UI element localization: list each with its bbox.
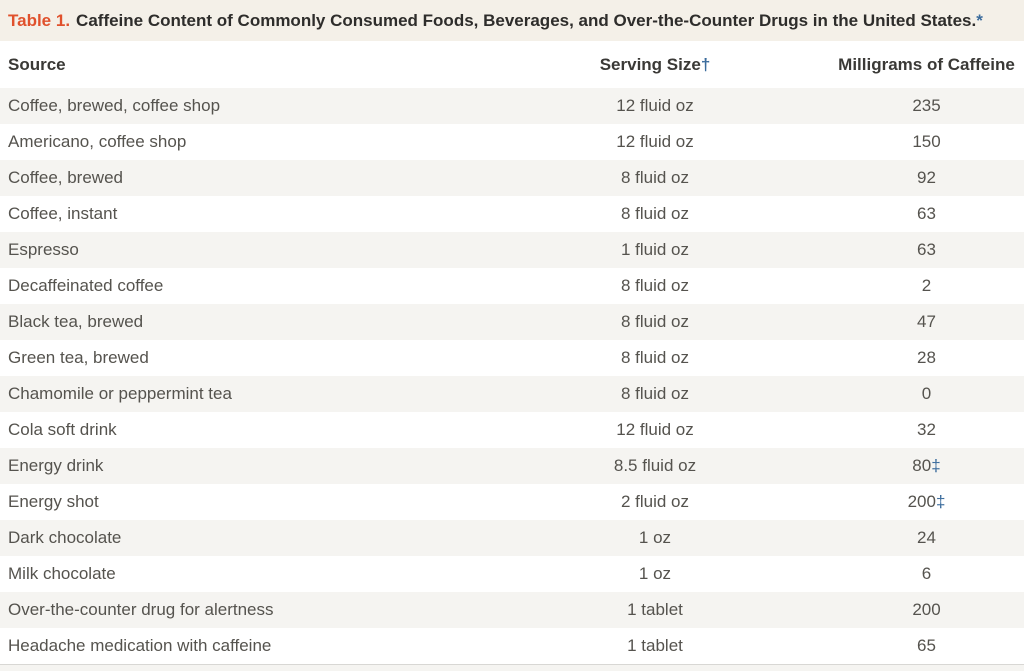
- footnote-double-dagger: ‡: [935, 492, 946, 511]
- table-row: Espresso 1 fluid oz 63: [0, 232, 1024, 268]
- milligrams-value: 0: [921, 384, 932, 403]
- milligrams-value: 150: [912, 132, 941, 151]
- milligrams-value: 80: [912, 456, 932, 475]
- table-row: Over-the-counter drug for alertness 1 tab…: [0, 592, 1024, 628]
- title-footnote-asterisk: *: [976, 10, 983, 30]
- milligrams-value: 24: [917, 528, 936, 547]
- source-cell: Milk chocolate: [8, 564, 116, 583]
- source-cell: Coffee, brewed: [8, 168, 123, 187]
- milligrams-cell: 200‡: [829, 492, 1024, 512]
- milligrams-value: 63: [917, 204, 936, 223]
- milligrams-cell: 92: [829, 168, 1024, 188]
- serving-size-cell: 8 fluid oz: [620, 384, 690, 403]
- table-row: Green tea, brewed 8 fluid oz 28: [0, 340, 1024, 376]
- milligrams-value: 6: [921, 564, 932, 583]
- milligrams-value: 28: [917, 348, 936, 367]
- column-header-milligrams: Milligrams of Caffeine: [838, 54, 1015, 74]
- milligrams-value: 235: [912, 96, 941, 115]
- serving-size-cell: 1 oz: [638, 528, 672, 547]
- serving-size-cell: 8 fluid oz: [620, 312, 690, 331]
- serving-size-cell: 1 oz: [638, 564, 672, 583]
- source-cell: Chamomile or peppermint tea: [8, 384, 232, 403]
- serving-size-cell: 8 fluid oz: [620, 348, 690, 367]
- source-cell: Green tea, brewed: [8, 348, 149, 367]
- table-header-row: Source Serving Size† Milligrams of Caffe…: [0, 41, 1024, 88]
- serving-size-cell: 8.5 fluid oz: [613, 456, 697, 475]
- source-cell: Coffee, brewed, coffee shop: [8, 96, 221, 115]
- milligrams-cell: 150: [829, 132, 1024, 152]
- table-title-text: Caffeine Content of Commonly Consumed Fo…: [76, 10, 977, 30]
- table-row: Coffee, brewed, coffee shop 12 fluid oz 23…: [0, 88, 1024, 124]
- serving-size-cell: 12 fluid oz: [616, 96, 694, 115]
- serving-size-cell: 1 tablet: [627, 600, 683, 619]
- milligrams-cell: 24: [829, 528, 1024, 548]
- milligrams-cell: 80‡: [829, 456, 1024, 476]
- source-cell: Espresso: [8, 240, 79, 259]
- source-cell: Decaffeinated coffee: [8, 276, 164, 295]
- table-row: Energy drink 8.5 fluid oz 80‡: [0, 448, 1024, 484]
- source-cell: Coffee, instant: [8, 204, 118, 223]
- milligrams-cell: 2: [829, 276, 1024, 296]
- serving-size-cell: 2 fluid oz: [620, 492, 690, 511]
- table-row: Chamomile or peppermint tea 8 fluid oz 0: [0, 376, 1024, 412]
- table-row: Coffee, instant 8 fluid oz 63: [0, 196, 1024, 232]
- source-cell: Black tea, brewed: [8, 312, 144, 331]
- table-row: Decaffeinated coffee 8 fluid oz 2: [0, 268, 1024, 304]
- milligrams-cell: 0: [829, 384, 1024, 404]
- serving-size-cell: 8 fluid oz: [620, 276, 690, 295]
- milligrams-cell: 6: [829, 564, 1024, 584]
- milligrams-value: 2: [921, 276, 932, 295]
- table-row: Black tea, brewed 8 fluid oz 47: [0, 304, 1024, 340]
- milligrams-cell: 47: [829, 312, 1024, 332]
- table-row: Dark chocolate 1 oz 24: [0, 520, 1024, 556]
- table-row: Headache medication with caffeine 1 table…: [0, 628, 1024, 664]
- milligrams-value: 63: [917, 240, 936, 259]
- serving-size-cell: 1 tablet: [627, 636, 683, 655]
- milligrams-cell: 63: [829, 240, 1024, 260]
- milligrams-value: 200: [907, 492, 936, 511]
- serving-size-cell: 12 fluid oz: [616, 420, 694, 439]
- milligrams-value: 65: [917, 636, 936, 655]
- milligrams-value: 200: [912, 600, 941, 619]
- serving-size-cell: 8 fluid oz: [620, 204, 690, 223]
- next-row-sliver: [0, 664, 1024, 671]
- table-body: Coffee, brewed, coffee shop 12 fluid oz 23…: [0, 88, 1024, 664]
- table-row: Americano, coffee shop 12 fluid oz 150: [0, 124, 1024, 160]
- source-cell: Headache medication with caffeine: [8, 636, 272, 655]
- table-row: Milk chocolate 1 oz 6: [0, 556, 1024, 592]
- footnote-double-dagger: ‡: [931, 456, 941, 475]
- milligrams-value: 47: [917, 312, 936, 331]
- milligrams-cell: 235: [829, 96, 1024, 116]
- table-row: Cola soft drink 12 fluid oz 32: [0, 412, 1024, 448]
- serving-size-cell: 12 fluid oz: [616, 132, 694, 151]
- serving-size-cell: 8 fluid oz: [620, 168, 690, 187]
- milligrams-cell: 28: [829, 348, 1024, 368]
- source-cell: Energy shot: [8, 492, 99, 511]
- source-cell: Cola soft drink: [8, 420, 117, 439]
- column-header-serving-size: Serving Size†: [599, 54, 711, 74]
- serving-size-cell: 1 fluid oz: [620, 240, 690, 259]
- source-cell: Dark chocolate: [8, 528, 122, 547]
- milligrams-cell: 63: [829, 204, 1024, 224]
- milligrams-cell: 200: [829, 600, 1024, 620]
- serving-size-dagger: †: [700, 54, 711, 74]
- milligrams-cell: 65: [829, 636, 1024, 656]
- table-title: Table 1. Caffeine Content of Commonly Co…: [0, 0, 1024, 41]
- milligrams-value: 92: [917, 168, 936, 187]
- source-cell: Over-the-counter drug for alertness: [8, 600, 274, 619]
- milligrams-cell: 32: [829, 420, 1024, 440]
- column-header-source: Source: [8, 54, 66, 74]
- table-number-label: Table 1.: [8, 10, 71, 30]
- milligrams-value: 32: [917, 420, 936, 439]
- table-row: Energy shot 2 fluid oz 200‡: [0, 484, 1024, 520]
- source-cell: Americano, coffee shop: [8, 132, 187, 151]
- source-cell: Energy drink: [8, 456, 104, 475]
- table-row: Coffee, brewed 8 fluid oz 92: [0, 160, 1024, 196]
